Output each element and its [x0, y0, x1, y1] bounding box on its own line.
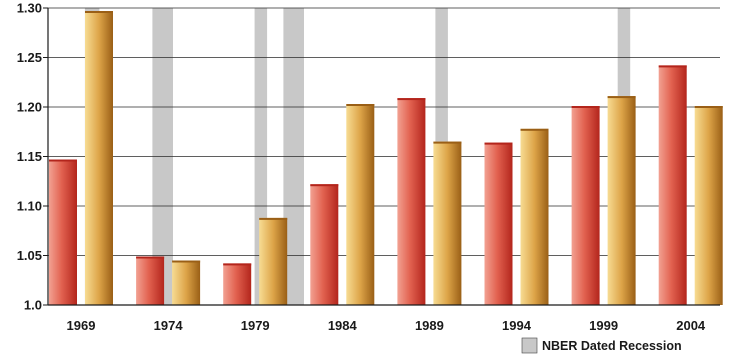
bar	[172, 260, 201, 305]
y-tick-label: 1.15	[17, 149, 42, 164]
y-tick-label: 1.10	[17, 199, 42, 214]
axes: 1.0 1.05 1.10 1.15 1.20 1.25 1.30 1969 1974 1979 1…	[17, 1, 720, 333]
bar-top-edge	[172, 260, 201, 263]
bar-top-edge	[85, 11, 113, 13]
x-tick-label: 1989	[415, 318, 444, 333]
legend-label: NBER Dated Recession	[542, 339, 682, 353]
bar	[484, 142, 513, 305]
x-tick-label: 1984	[328, 318, 358, 333]
bar	[607, 96, 636, 305]
bar	[346, 104, 375, 305]
bar	[433, 141, 462, 305]
x-tick-label: 1974	[154, 318, 184, 333]
bar-top-edge	[346, 104, 375, 106]
bar-top-edge	[520, 128, 549, 131]
bar-top-edge	[49, 159, 77, 162]
bar	[85, 11, 113, 305]
bar	[694, 106, 723, 305]
bar	[49, 159, 77, 305]
bar-top-edge	[259, 217, 288, 220]
x-tick-label: 1994	[502, 318, 532, 333]
bar	[310, 184, 339, 305]
bar-top-edge	[571, 106, 600, 108]
bar-top-edge	[310, 184, 339, 187]
bar	[520, 128, 549, 305]
bar-top-edge	[484, 142, 513, 145]
bar-top-edge	[658, 65, 687, 68]
bar	[259, 217, 288, 305]
bar-top-edge	[694, 106, 723, 108]
x-tick-label: 1969	[67, 318, 96, 333]
x-tick-label: 1979	[241, 318, 270, 333]
bars	[49, 11, 723, 306]
y-tick-label: 1.20	[17, 100, 42, 115]
bar	[571, 106, 600, 305]
bar	[397, 98, 426, 305]
y-tick-label: 1.25	[17, 50, 42, 65]
bar-top-edge	[136, 256, 165, 259]
x-tick-label: 1999	[589, 318, 618, 333]
y-tick-label: 1.0	[24, 298, 42, 313]
bar-top-edge	[397, 98, 426, 101]
legend-swatch	[521, 337, 538, 354]
y-tick-label: 1.30	[17, 1, 42, 16]
bar	[136, 256, 165, 305]
bar-top-edge	[433, 141, 462, 144]
x-tick-label: 2004	[676, 318, 706, 333]
bar	[223, 263, 252, 305]
bar	[658, 65, 687, 306]
y-tick-label: 1.05	[17, 248, 42, 263]
bar-top-edge	[223, 263, 252, 266]
bar-top-edge	[607, 96, 636, 99]
legend: NBER Dated Recession	[521, 337, 682, 354]
